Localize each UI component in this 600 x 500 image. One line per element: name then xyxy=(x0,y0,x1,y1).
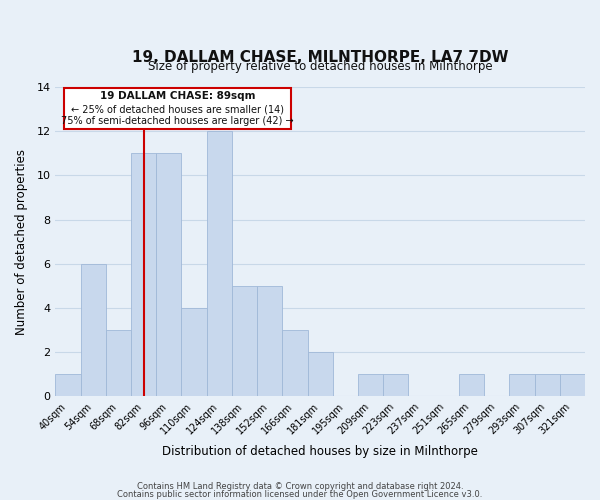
Bar xyxy=(131,154,156,396)
Bar xyxy=(283,330,308,396)
Text: 19 DALLAM CHASE: 89sqm: 19 DALLAM CHASE: 89sqm xyxy=(100,91,256,101)
Bar xyxy=(358,374,383,396)
Bar xyxy=(232,286,257,397)
Bar xyxy=(55,374,80,396)
Bar xyxy=(560,374,585,396)
Bar xyxy=(181,308,206,396)
Text: 75% of semi-detached houses are larger (42) →: 75% of semi-detached houses are larger (… xyxy=(61,116,294,126)
Bar xyxy=(459,374,484,396)
FancyBboxPatch shape xyxy=(64,88,291,129)
Title: 19, DALLAM CHASE, MILNTHORPE, LA7 7DW: 19, DALLAM CHASE, MILNTHORPE, LA7 7DW xyxy=(132,50,508,65)
Bar xyxy=(308,352,333,397)
Bar xyxy=(206,131,232,396)
Bar xyxy=(80,264,106,396)
Text: Size of property relative to detached houses in Milnthorpe: Size of property relative to detached ho… xyxy=(148,60,493,73)
Bar xyxy=(257,286,283,397)
Y-axis label: Number of detached properties: Number of detached properties xyxy=(15,148,28,334)
Bar xyxy=(156,154,181,396)
Bar xyxy=(535,374,560,396)
X-axis label: Distribution of detached houses by size in Milnthorpe: Distribution of detached houses by size … xyxy=(162,444,478,458)
Text: ← 25% of detached houses are smaller (14): ← 25% of detached houses are smaller (14… xyxy=(71,104,284,114)
Bar xyxy=(106,330,131,396)
Bar xyxy=(509,374,535,396)
Text: Contains HM Land Registry data © Crown copyright and database right 2024.: Contains HM Land Registry data © Crown c… xyxy=(137,482,463,491)
Bar xyxy=(383,374,409,396)
Text: Contains public sector information licensed under the Open Government Licence v3: Contains public sector information licen… xyxy=(118,490,482,499)
